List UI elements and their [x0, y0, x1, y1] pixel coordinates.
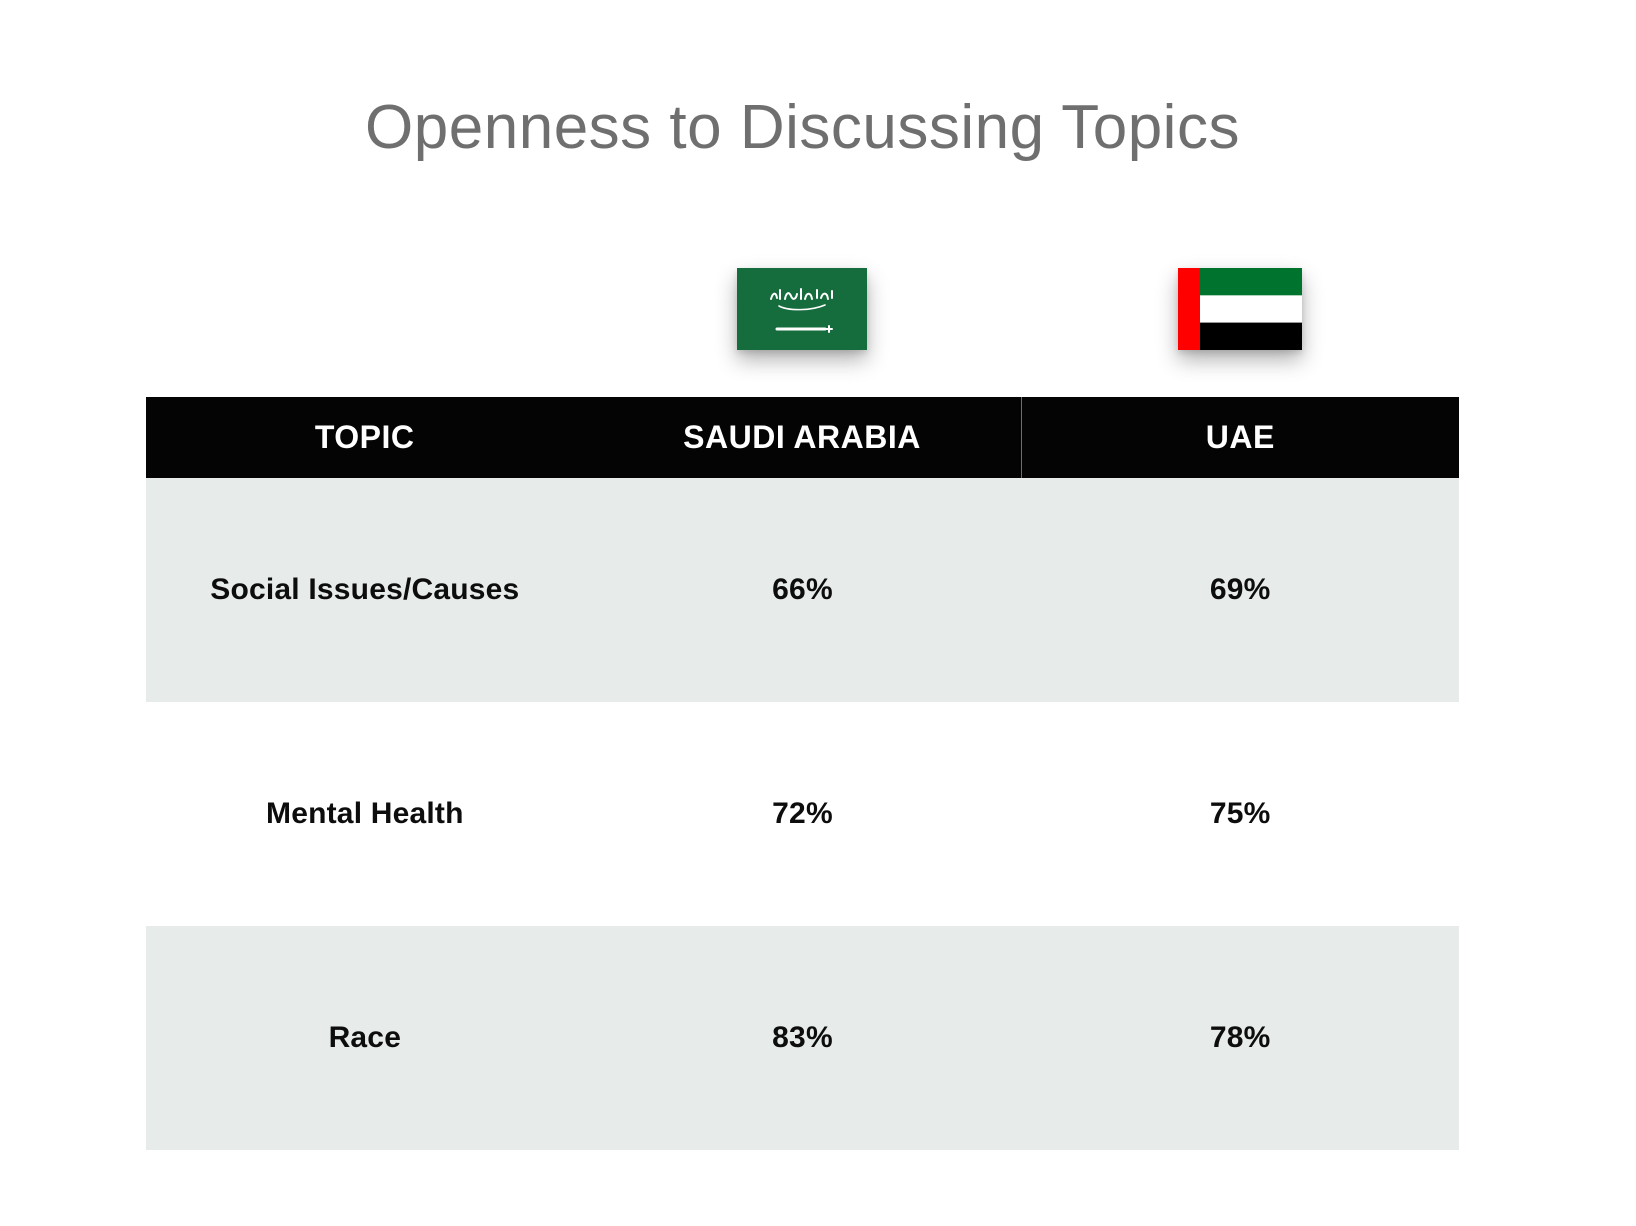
uae-value-cell: 69% — [1209, 573, 1271, 606]
topic-cell: Race — [328, 1021, 402, 1054]
saudi-value-cell: 72% — [772, 797, 833, 830]
topic-cell: Social Issues/Causes — [210, 573, 520, 606]
column-header-saudi-arabia: SAUDI ARABIA — [683, 419, 921, 455]
page-title: Openness to Discussing Topics — [365, 93, 1240, 162]
table-row-social-issues: Social Issues/Causes 66% 69% — [146, 478, 1459, 702]
saudi-value-cell: 66% — [772, 573, 833, 606]
saudi-arabia-flag-icon — [737, 268, 867, 350]
uae-flag-icon — [1178, 268, 1302, 350]
table-header-row: TOPIC SAUDI ARABIA UAE — [146, 397, 1459, 478]
uae-value-cell: 78% — [1209, 1021, 1271, 1054]
column-header-uae: UAE — [1020, 397, 1459, 478]
column-header-topic: TOPIC — [314, 419, 415, 455]
openness-table: TOPIC SAUDI ARABIA UAE Social Issues/Cau… — [146, 397, 1459, 1150]
topic-cell: Mental Health — [266, 797, 464, 830]
table-row-mental-health: Mental Health 72% 75% — [146, 702, 1459, 926]
uae-value-cell: 75% — [1209, 797, 1271, 830]
saudi-value-cell: 83% — [772, 1021, 833, 1054]
table-row-race: Race 83% 78% — [146, 926, 1459, 1150]
